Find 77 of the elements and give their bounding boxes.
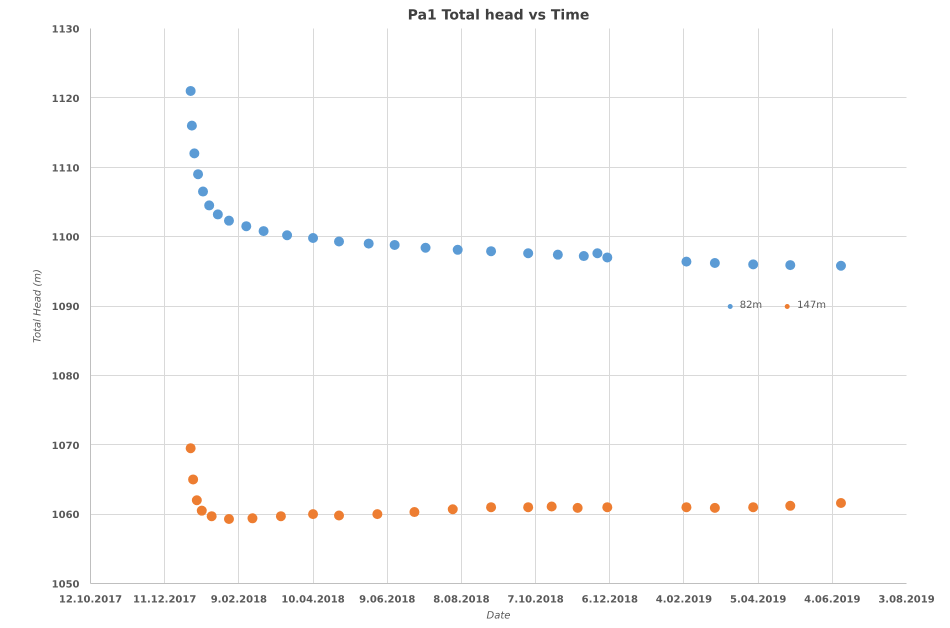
y-tick-label: 1090 [52,302,80,313]
point [592,248,602,258]
point [186,120,197,131]
point [364,238,374,249]
x-tick-label: 8.08.2018 [433,594,490,606]
point [710,502,720,513]
point [372,509,382,520]
x-tick-label: 6.12.2018 [582,594,638,606]
point [748,259,758,270]
point [212,209,223,220]
point [198,186,208,197]
point [334,236,344,246]
y-tick-label: 1110 [52,163,80,174]
point [224,514,234,524]
point [192,495,202,506]
x-axis-title: Date [486,610,510,622]
point [748,502,758,512]
x-tick-label: 12.10.2017 [58,594,122,606]
point [186,443,196,454]
point [681,256,692,267]
point [836,260,846,271]
legend-label: 147m [797,300,826,311]
point [710,258,720,268]
point [282,230,292,240]
point [420,242,431,253]
x-tick-label: 9.02.2018 [210,594,268,606]
point [523,248,534,258]
y-tick-label: 1130 [52,24,80,36]
x-tick-label: 4.06.2019 [804,594,861,606]
y-tick-label: 1100 [52,232,80,244]
point [308,509,318,520]
point [193,169,204,180]
point [785,260,796,270]
point [224,216,234,226]
point [552,250,563,260]
point [486,502,496,512]
y-tick-label: 1050 [52,580,80,590]
point [308,233,318,244]
x-tick-label: 9.06.2018 [359,594,416,606]
chart-title: Pa1 Total head vs Time [408,8,590,24]
point [836,498,846,508]
legend-label: 82m [740,300,762,311]
point [276,511,286,522]
point [602,252,612,262]
x-tick-label: 5.04.2019 [730,594,786,606]
point [681,502,692,512]
x-tick-label: 10.04.2018 [281,594,345,606]
y-tick-label: 1080 [52,371,80,382]
point [204,200,214,210]
x-tick-label: 7.10.2018 [507,594,564,606]
y-tick-label: 1120 [52,94,80,105]
point [186,86,196,96]
x-tick-label: 4.02.2019 [656,594,712,606]
y-tick-label: 1070 [52,440,80,452]
point [188,474,198,484]
point [523,502,534,512]
point [390,240,400,250]
point [409,507,420,518]
point [486,246,496,256]
y-tick-label: 1060 [52,510,80,522]
point [452,244,463,255]
point [258,226,269,236]
point [448,504,458,514]
point [206,511,217,522]
point [196,506,207,516]
point [241,221,252,232]
point [189,148,200,158]
point [546,502,557,512]
point [602,502,612,512]
point [572,502,583,513]
point [785,500,796,511]
point [334,510,344,521]
y-axis-title: Total Head (m) [32,269,44,343]
point [247,513,258,524]
point [578,251,589,262]
x-tick-label: 11.12.2017 [133,594,196,606]
x-tick-label: 3.08.2019 [878,594,935,606]
